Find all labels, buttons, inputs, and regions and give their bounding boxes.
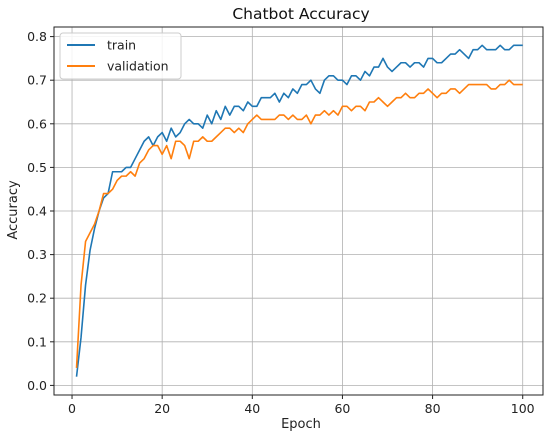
x-tick-label: 80 xyxy=(425,401,441,416)
x-tick-label: 40 xyxy=(244,401,260,416)
series-line-validation xyxy=(75,79,523,369)
x-tick-label: 0 xyxy=(68,401,76,416)
y-tick-label: 0.7 xyxy=(27,73,47,88)
x-tick-label: 100 xyxy=(511,401,535,416)
grid-lines xyxy=(54,27,543,395)
legend: train validation xyxy=(59,32,182,80)
y-tick-label: 0.4 xyxy=(27,204,47,219)
plot-area-frame xyxy=(53,26,544,396)
chart-title: Chatbot Accuracy xyxy=(232,5,369,23)
legend-label-train: train xyxy=(107,38,136,53)
x-tick-label: 60 xyxy=(334,401,350,416)
y-tick-label: 0.3 xyxy=(27,247,47,262)
y-axis-label: Accuracy xyxy=(6,180,21,240)
y-tick-label: 0.6 xyxy=(27,116,47,131)
series-line-train xyxy=(75,44,523,377)
y-axis-ticks: 0.0 0.1 0.2 0.3 0.4 0.5 0.6 0.7 0.8 xyxy=(27,29,54,393)
series-lines xyxy=(75,44,523,377)
y-tick-label: 0.1 xyxy=(27,334,47,349)
x-axis-label: Epoch xyxy=(281,417,321,432)
y-tick-label: 0.0 xyxy=(27,378,47,393)
y-tick-label: 0.5 xyxy=(27,160,47,175)
x-axis-ticks: 0 20 40 60 80 100 xyxy=(68,395,535,416)
y-tick-label: 0.8 xyxy=(27,29,47,44)
y-tick-label: 0.2 xyxy=(27,291,47,306)
legend-label-validation: validation xyxy=(107,59,169,74)
x-tick-label: 20 xyxy=(154,401,170,416)
